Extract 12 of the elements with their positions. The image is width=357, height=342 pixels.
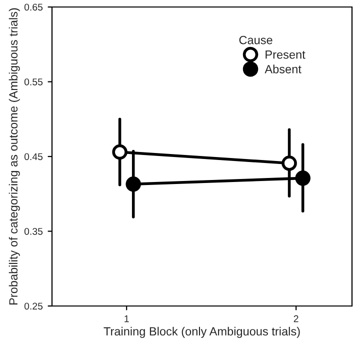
legend-title: Cause (239, 36, 272, 44)
legend-label: Present (266, 50, 306, 59)
x-tick-label: 2 (294, 315, 298, 322)
x-tick-label: 1 (124, 315, 129, 322)
legend-label: Absent (264, 64, 302, 74)
y-tick-label: 0.25 (24, 302, 43, 310)
x-axis-title: Training Block (only Ambiguous trials) (104, 326, 300, 338)
y-tick-label: 0.45 (24, 153, 43, 160)
y-tick-label: 0.55 (24, 78, 43, 86)
y-tick-label: 0.35 (24, 228, 43, 235)
y-tick-label: 0.65 (24, 4, 43, 11)
y-axis-title: Probability of categorizing as outcome (Ambiguous trials) (8, 8, 20, 304)
